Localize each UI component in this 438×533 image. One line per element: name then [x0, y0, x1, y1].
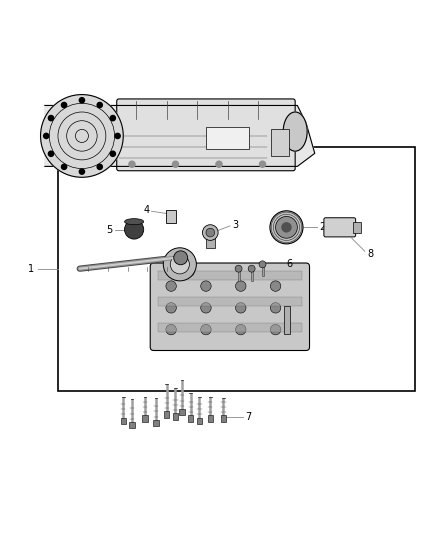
Circle shape [201, 303, 211, 313]
Text: 4: 4 [143, 205, 149, 215]
Circle shape [79, 98, 85, 103]
Circle shape [110, 151, 116, 156]
Circle shape [259, 161, 265, 167]
Polygon shape [45, 106, 315, 166]
FancyBboxPatch shape [324, 218, 356, 237]
Bar [353, 222, 361, 232]
Circle shape [44, 133, 49, 139]
Circle shape [163, 248, 196, 281]
Circle shape [61, 164, 67, 169]
Text: 2: 2 [319, 222, 325, 232]
Bar [188, 415, 193, 422]
Circle shape [124, 220, 144, 239]
Circle shape [236, 325, 246, 335]
Bar [142, 415, 148, 422]
Circle shape [270, 303, 281, 313]
Bar [206, 127, 250, 149]
Bar [271, 130, 289, 156]
Circle shape [174, 251, 187, 265]
Circle shape [270, 211, 303, 244]
Circle shape [206, 228, 215, 237]
Circle shape [202, 225, 218, 240]
Circle shape [61, 102, 67, 108]
Circle shape [129, 161, 135, 167]
Text: 8: 8 [367, 249, 373, 260]
Bar [197, 417, 202, 424]
Circle shape [270, 281, 281, 292]
Circle shape [281, 222, 292, 232]
Bar [158, 323, 302, 332]
Ellipse shape [283, 112, 307, 151]
Circle shape [48, 116, 53, 120]
Bar [180, 409, 185, 415]
Ellipse shape [124, 219, 144, 225]
Circle shape [97, 102, 102, 108]
Circle shape [115, 133, 120, 139]
Bar [166, 210, 177, 223]
Bar [284, 305, 290, 334]
FancyBboxPatch shape [117, 99, 295, 171]
Circle shape [170, 255, 189, 274]
Bar [208, 415, 213, 422]
Circle shape [110, 116, 116, 120]
Bar [58, 147, 415, 391]
Text: 3: 3 [232, 220, 238, 230]
Text: 5: 5 [106, 224, 113, 235]
FancyBboxPatch shape [150, 263, 310, 351]
Circle shape [235, 265, 242, 272]
Circle shape [276, 216, 297, 238]
Circle shape [166, 303, 177, 313]
Text: 9: 9 [188, 268, 194, 278]
Text: 1: 1 [28, 264, 34, 273]
Text: 6: 6 [286, 260, 293, 269]
Circle shape [166, 281, 177, 292]
Bar [158, 271, 302, 279]
Circle shape [216, 161, 222, 167]
Circle shape [201, 325, 211, 335]
Circle shape [48, 151, 53, 156]
Circle shape [79, 169, 85, 174]
Circle shape [248, 265, 255, 272]
Bar [120, 417, 126, 424]
Text: 7: 7 [245, 411, 251, 422]
Circle shape [41, 94, 123, 177]
Circle shape [236, 281, 246, 292]
Circle shape [236, 303, 246, 313]
Circle shape [270, 325, 281, 335]
Bar [129, 422, 134, 429]
Circle shape [259, 261, 266, 268]
Bar [158, 297, 302, 305]
Bar [206, 237, 215, 248]
Circle shape [201, 281, 211, 292]
Bar [173, 413, 178, 419]
Bar [153, 419, 159, 426]
Bar [221, 415, 226, 422]
Bar [164, 411, 170, 417]
Circle shape [97, 164, 102, 169]
Circle shape [173, 161, 179, 167]
Circle shape [166, 325, 177, 335]
